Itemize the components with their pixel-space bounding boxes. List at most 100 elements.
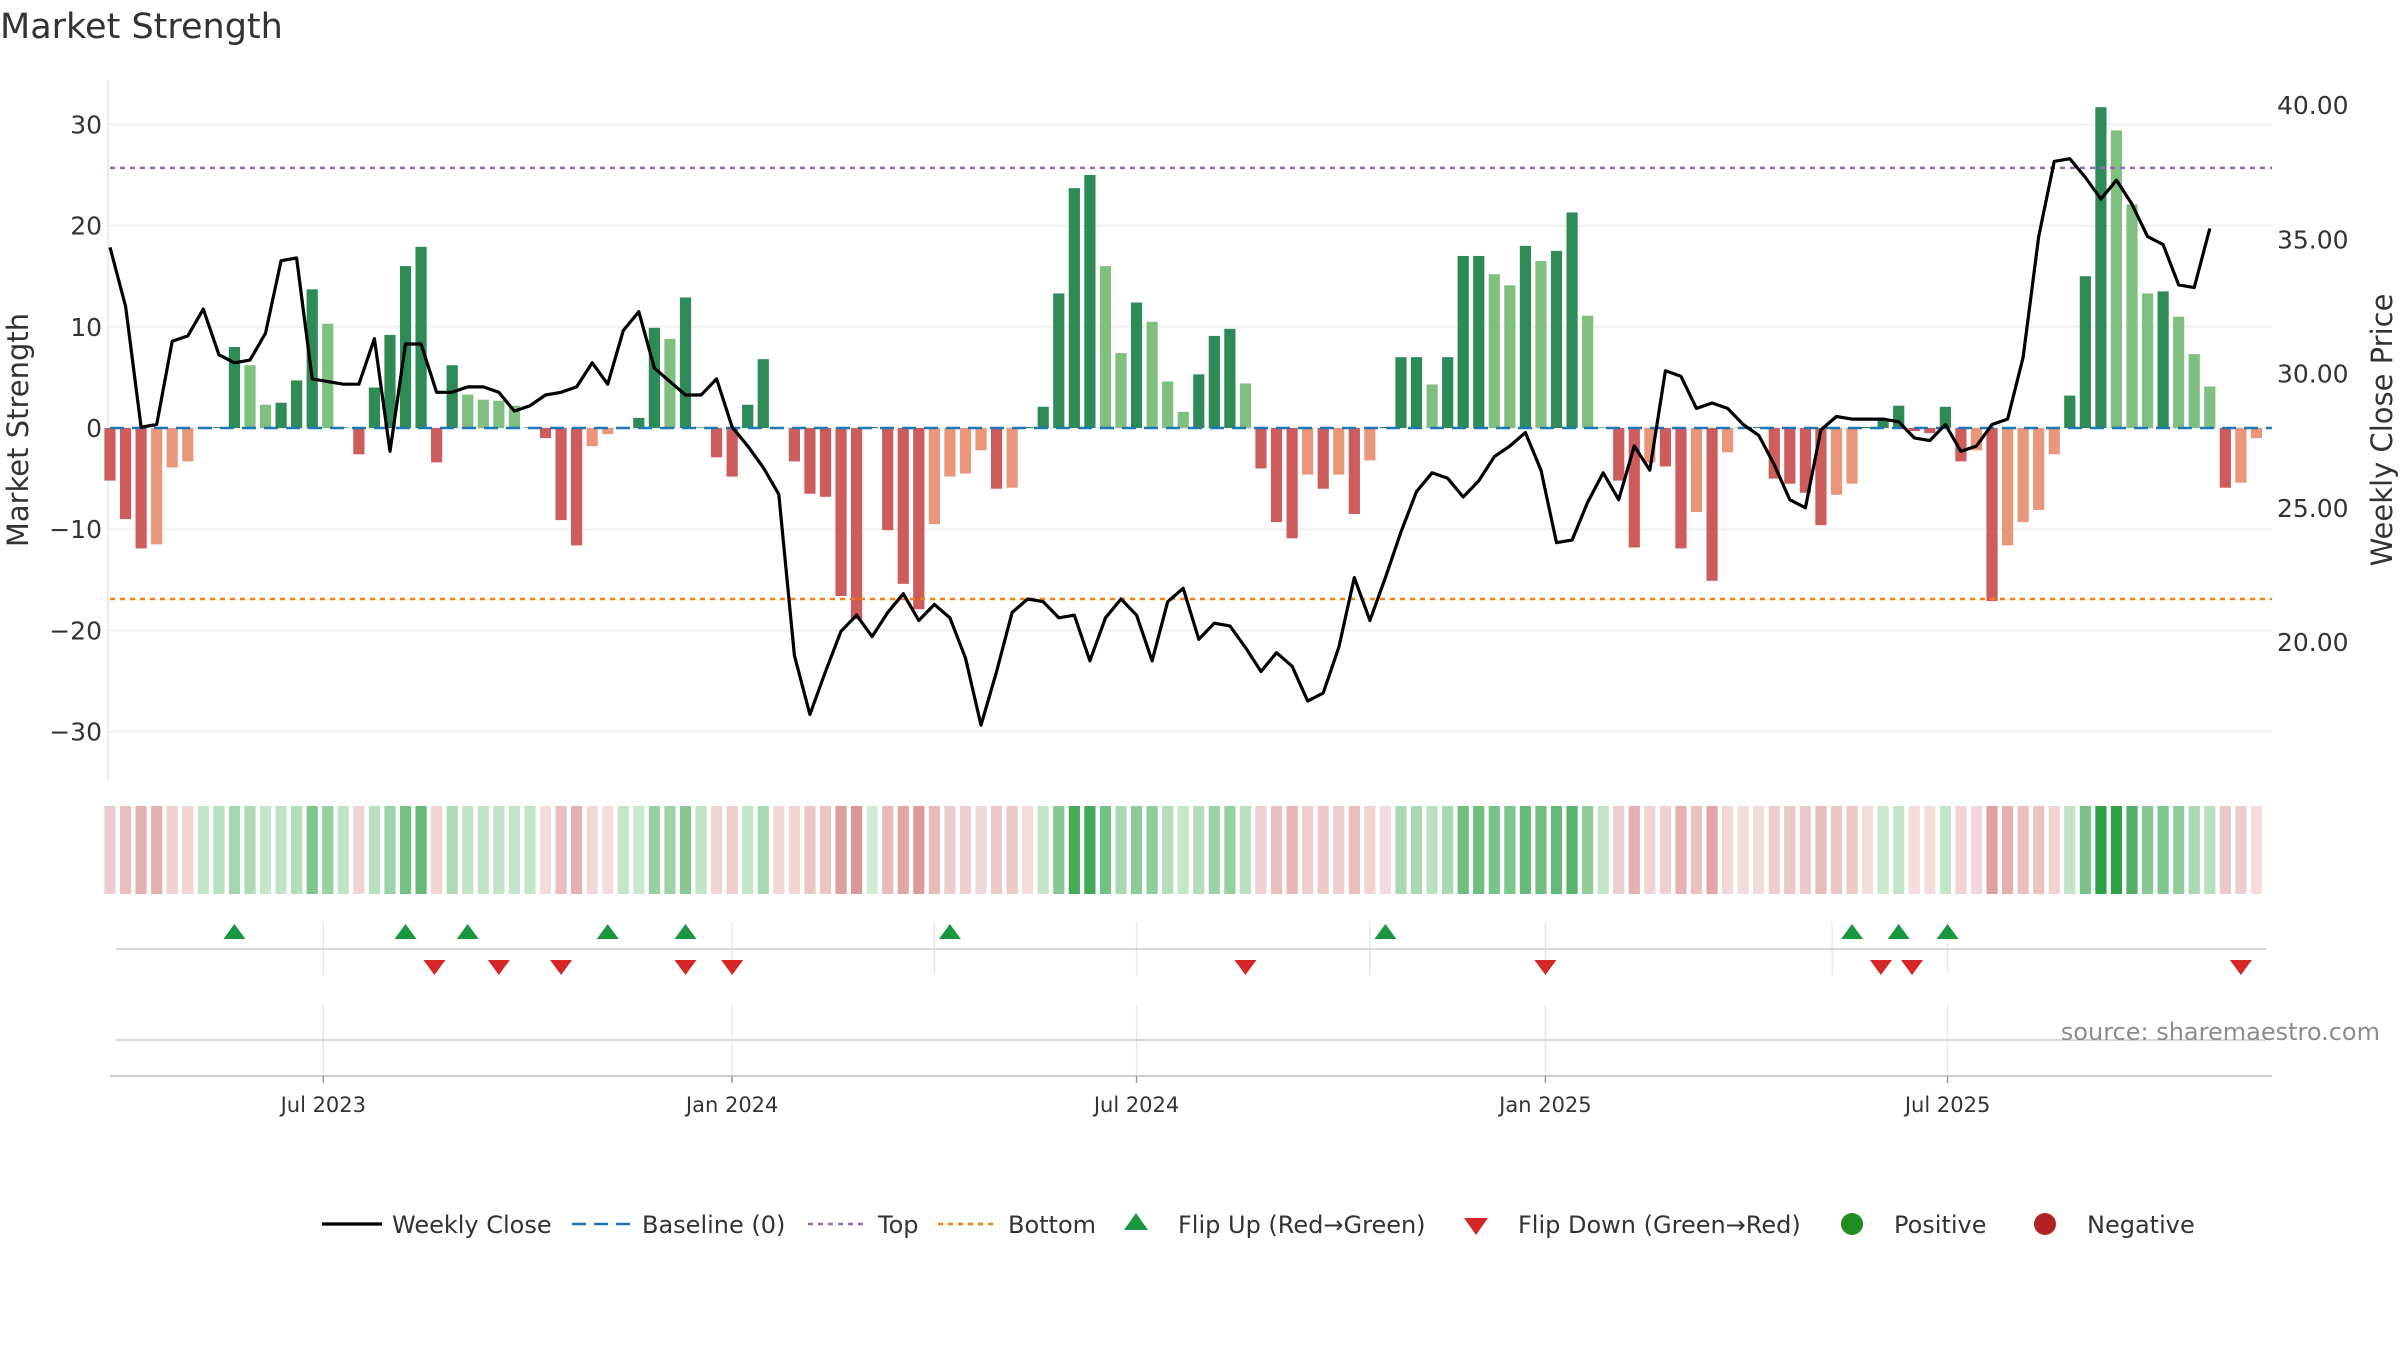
strength-bar (384, 334, 396, 428)
legend-swatch (1841, 1213, 1863, 1235)
y-tick-label: −20 (49, 616, 102, 645)
strength-bar (1597, 426, 1609, 428)
strength-bar (928, 428, 940, 525)
strength-bar (2126, 204, 2138, 428)
band-cell (1613, 806, 1625, 894)
flip-up-marker (1887, 924, 1910, 939)
y2-tick-label: 25.00 (2277, 494, 2349, 523)
strength-bar (508, 405, 521, 428)
strength-bar (322, 323, 334, 428)
strength-bar (213, 426, 225, 428)
flip-up-marker (394, 924, 417, 939)
strength-bar (975, 428, 987, 451)
band-cell (990, 806, 1003, 894)
strength-bar (726, 428, 738, 477)
band-cell (1737, 806, 1749, 894)
strength-bar (1706, 428, 1718, 581)
band-cell (1644, 806, 1656, 894)
band-cell (446, 806, 458, 894)
band-cell (1924, 806, 1936, 894)
band-cell (1799, 806, 1811, 894)
band-cell (2064, 806, 2076, 894)
strength-bar (182, 428, 194, 462)
band-cell (1208, 806, 1220, 894)
band-cell (508, 806, 521, 894)
band-cell (1861, 806, 1874, 894)
legend-item: Flip Up (Red→Green) (1124, 1211, 1426, 1239)
strength-bar (2064, 395, 2076, 428)
band-cell (2001, 806, 2014, 894)
band-cell (337, 806, 349, 894)
strength-bar (151, 428, 163, 545)
strength-bar (539, 428, 552, 439)
y-axis-left: 30 20 10 0 −10 −20 −30 (49, 110, 102, 746)
flip-down-marker (487, 960, 510, 975)
band-cell (1348, 806, 1360, 894)
band-cell (1239, 806, 1252, 894)
band-cell (151, 806, 163, 894)
band-cell (571, 806, 583, 894)
band-cell (2204, 806, 2216, 894)
strength-bar (913, 428, 925, 610)
strength-bar (990, 428, 1003, 489)
band-cell (1006, 806, 1018, 894)
strength-bar (1395, 357, 1407, 428)
strength-bar (1488, 274, 1500, 428)
strength-bar (1504, 285, 1516, 428)
strength-bar (1099, 266, 1112, 428)
strength-bar (1208, 335, 1220, 428)
band-cell (2048, 806, 2060, 894)
strength-bar (415, 246, 427, 428)
flip-up-marker (596, 924, 619, 939)
y2-axis-label: Weekly Close Price (2365, 294, 2399, 567)
legend-item: Bottom (938, 1211, 1096, 1239)
strength-bar (2219, 428, 2231, 488)
band-cell (1022, 806, 1034, 894)
band-cell (1846, 806, 1858, 894)
band-cell (1550, 806, 1563, 894)
legend-item: Flip Down (Green→Red) (1464, 1211, 1801, 1239)
flip-up-marker (1841, 924, 1864, 939)
strength-bar (1426, 384, 1438, 428)
band-cell (353, 806, 365, 894)
strength-bar (446, 365, 458, 428)
band-cell (1177, 806, 1189, 894)
band-cell (648, 806, 660, 894)
band-cell (322, 806, 334, 894)
y-tick-label: −30 (49, 718, 102, 747)
strength-bar (1177, 411, 1189, 428)
strength-bar (819, 428, 832, 497)
weekly-close-polyline (108, 157, 2212, 727)
legend-swatch (1464, 1218, 1488, 1235)
strength-bar (1768, 428, 1780, 479)
band-cell (1457, 806, 1469, 894)
strength-bar (2017, 428, 2029, 523)
strength-bar (2001, 428, 2014, 546)
strength-bar (1286, 428, 1298, 539)
band-cell (711, 806, 723, 894)
band-cell (2126, 806, 2138, 894)
band-cell (555, 806, 567, 894)
strength-bar (1955, 428, 1967, 462)
y-tick-label: 0 (86, 414, 102, 443)
strength-bar (695, 426, 707, 428)
strength-bar (1224, 328, 1236, 428)
strength-bar (1317, 428, 1329, 489)
strength-bar (135, 428, 147, 549)
legend-label: Bottom (1008, 1211, 1096, 1239)
band-cell (1270, 806, 1283, 894)
band-cell (1986, 806, 1998, 894)
band-cell (897, 806, 909, 894)
legend: Weekly Close Baseline (0) Top Bottom Flip Up… (322, 1211, 2195, 1239)
strength-bar (1861, 426, 1874, 428)
strength-bar (2235, 428, 2247, 483)
strength-bar (2250, 428, 2263, 439)
y2-tick-label: 30.00 (2277, 360, 2349, 389)
strength-bar (1037, 406, 1049, 428)
flip-up-marker (1936, 924, 1959, 939)
band-cell (633, 806, 645, 894)
band-cell (1130, 806, 1143, 894)
flip-down-marker (423, 960, 446, 975)
legend-swatch (1124, 1213, 1148, 1230)
